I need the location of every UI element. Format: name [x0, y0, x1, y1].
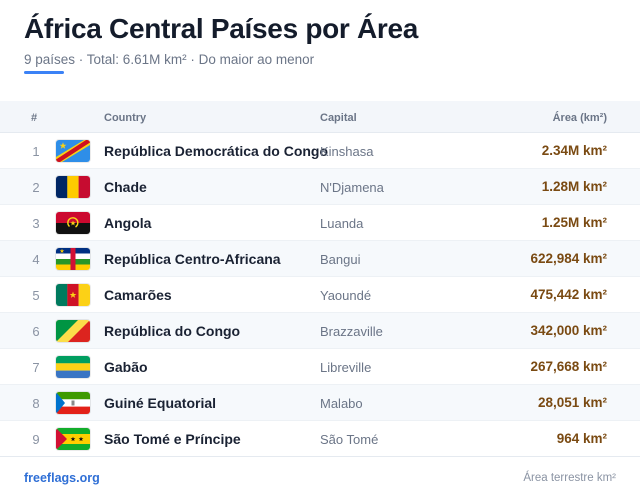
column-header-rank: # [31, 112, 38, 124]
row-country: República Democrática do Congo [104, 143, 329, 159]
row-area: 267,668 km² [530, 359, 607, 374]
row-country: Chade [104, 179, 147, 195]
page-subtitle: 9 países · Total: 6.61M km² · Do maior a… [24, 52, 315, 67]
table-row: 1 República Democrática do Congo Kinshas… [0, 133, 640, 169]
row-rank: 3 [32, 216, 40, 231]
row-country: República do Congo [104, 323, 241, 339]
row-rank: 4 [32, 252, 40, 267]
table-row: 6 República do Congo Brazzaville 342,000… [0, 313, 640, 349]
row-rank: 5 [32, 288, 40, 303]
source-link[interactable]: freeflags.org [24, 471, 100, 485]
table-header: # Country Capital Área (km²) [0, 101, 640, 133]
row-area: 622,984 km² [530, 251, 607, 266]
row-capital: Brazzaville [320, 324, 383, 339]
table-row: 3 Angola Luanda 1.25M km² [0, 205, 640, 241]
column-header-area: Área (km²) [552, 112, 607, 124]
flag-cm-icon [56, 284, 90, 306]
row-capital: N'Djamena [320, 180, 384, 195]
footer-note: Área terrestre km² [523, 472, 616, 484]
flag-ao-icon [56, 212, 90, 234]
row-capital: Luanda [320, 216, 364, 231]
row-country: Camarões [104, 287, 172, 303]
row-rank: 2 [32, 180, 40, 195]
flag-td-icon [56, 176, 90, 198]
table-row: 8 Guiné Equatorial Malabo 28,051 km² [0, 385, 640, 421]
table-row: 4 República Centro-Africana Bangui 622,9… [0, 241, 640, 277]
flag-cd-icon [56, 140, 90, 162]
flag-st-icon [56, 428, 90, 450]
row-country: Gabão [104, 359, 148, 375]
page-footer: freeflags.org Área terrestre km² [0, 456, 640, 496]
row-area: 964 km² [556, 431, 607, 446]
row-area: 342,000 km² [530, 323, 607, 338]
table-row: 5 Camarões Yaoundé 475,442 km² [0, 277, 640, 313]
row-capital: Libreville [320, 360, 372, 375]
flag-cg-icon [56, 320, 90, 342]
countries-table: # Country Capital Área (km²) 1 República… [0, 101, 640, 457]
row-capital: Bangui [320, 252, 361, 267]
row-rank: 9 [32, 432, 40, 447]
flag-gq-icon [56, 392, 90, 414]
row-rank: 8 [32, 396, 40, 411]
page-header: África Central Países por Área 9 países … [24, 12, 624, 69]
table-row: 9 São Tomé e Príncipe São Tomé 964 km² [0, 421, 640, 457]
column-header-capital: Capital [320, 112, 357, 124]
table-row: 7 Gabão Libreville 267,668 km² [0, 349, 640, 385]
row-area: 475,442 km² [530, 287, 607, 302]
row-area: 1.25M km² [541, 215, 607, 230]
row-area: 28,051 km² [537, 395, 607, 410]
row-country: República Centro-Africana [104, 251, 281, 267]
title-accent-bar [24, 71, 64, 74]
row-capital: São Tomé [320, 432, 379, 447]
row-area: 1.28M km² [541, 179, 607, 194]
row-country: Angola [104, 215, 152, 231]
page-title: África Central Países por Área [24, 13, 419, 44]
column-header-country: Country [104, 112, 147, 124]
row-country: São Tomé e Príncipe [104, 431, 241, 447]
flag-ga-icon [56, 356, 90, 378]
table-row: 2 Chade N'Djamena 1.28M km² [0, 169, 640, 205]
row-capital: Yaoundé [320, 288, 372, 303]
row-rank: 1 [32, 144, 40, 159]
row-capital: Malabo [320, 396, 363, 411]
flag-cf-icon [56, 248, 90, 270]
row-area: 2.34M km² [541, 143, 607, 158]
row-rank: 6 [32, 324, 40, 339]
row-capital: Kinshasa [320, 144, 374, 159]
row-country: Guiné Equatorial [104, 395, 217, 411]
row-rank: 7 [32, 360, 40, 375]
